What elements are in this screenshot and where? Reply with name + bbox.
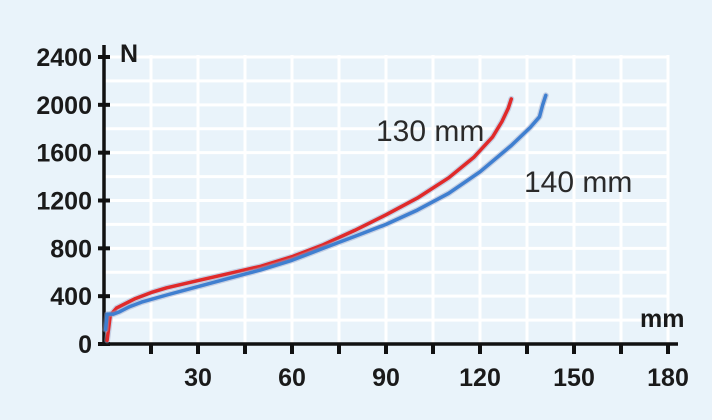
series-lines: [102, 92, 549, 344]
series-line-0: [105, 97, 514, 343]
y-tick-label-2400: 2400: [36, 44, 92, 72]
y-tick-label-1200: 1200: [36, 188, 92, 216]
x-tick-label-180: 180: [647, 364, 689, 392]
y-tick-label-0: 0: [78, 331, 92, 359]
y-axis-label: N: [120, 40, 138, 68]
series-label-140mm: 140 mm: [524, 166, 632, 199]
series-line-1: [103, 93, 548, 332]
x-tick-label-150: 150: [553, 364, 595, 392]
x-axis-label: mm: [640, 305, 684, 333]
labels: N mm 130 mm 140 mm: [120, 40, 684, 333]
y-tick-label-1600: 1600: [36, 140, 92, 168]
x-tick-label-60: 60: [278, 364, 306, 392]
x-tick-label-90: 90: [372, 364, 400, 392]
grid: [104, 55, 670, 344]
x-tick-label-120: 120: [459, 364, 501, 392]
y-tick-label-400: 400: [50, 283, 92, 311]
ticks: 30 60 90 120 150 180 0 400 800 1200 1600 2000 2400: [36, 44, 688, 392]
x-tick-label-30: 30: [184, 364, 212, 392]
series-label-130mm: 130 mm: [376, 115, 484, 148]
y-tick-label-2000: 2000: [36, 92, 92, 120]
y-tick-label-800: 800: [50, 235, 92, 263]
